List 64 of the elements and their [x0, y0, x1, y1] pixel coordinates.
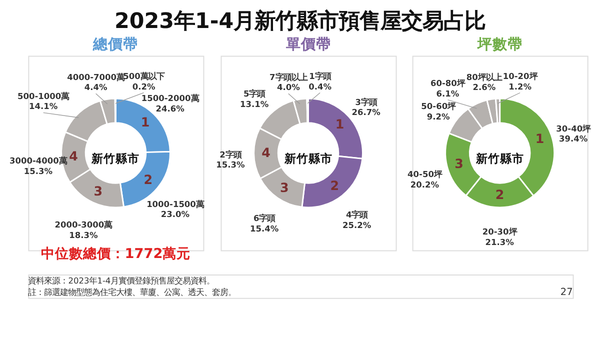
slice-label: 4000-7000萬: [67, 72, 125, 82]
data-label: 6.1%: [436, 88, 460, 98]
data-label: 1.2%: [508, 81, 532, 92]
slice-label: 7字頭以上: [270, 72, 308, 82]
slice-label: 6字頭: [254, 213, 276, 224]
text: 4: [262, 145, 270, 160]
data-label: 13.1%: [240, 98, 269, 109]
text: 4: [69, 148, 78, 164]
data-label: 0.2%: [132, 81, 156, 92]
text: 27: [560, 286, 573, 298]
text: 註：篩選建物型態為住宅大樓、華廈、公寓、透天、套房。: [28, 286, 236, 297]
data-label: 14.1%: [29, 101, 58, 112]
data-label: 15.3%: [24, 166, 53, 176]
data-label: 4.4%: [84, 82, 108, 92]
slice-label: 1字頭: [309, 71, 331, 82]
text: 中位數總價：1772萬元: [40, 246, 191, 262]
slice-label: 50-60坪: [421, 101, 456, 112]
slice-label: 1000-1500萬: [146, 198, 204, 209]
chart-subtitle: 總價帶: [92, 36, 138, 53]
data-label: 18.3%: [69, 230, 98, 240]
data-label: 24.6%: [156, 103, 184, 114]
text: 2: [144, 172, 152, 188]
data-label: 0.4%: [308, 81, 332, 92]
slice-label: 3000-4000萬: [10, 156, 67, 166]
slice-label: 10-20坪: [502, 71, 538, 82]
text: 3: [280, 180, 289, 195]
slice-label: 40-50坪: [408, 169, 442, 180]
data-label: 23.0%: [160, 209, 190, 220]
text: 1: [535, 131, 544, 146]
slice-label: 80坪以上: [466, 72, 502, 82]
slice-label: 1500-2000萬: [141, 93, 199, 104]
data-label: 15.4%: [250, 223, 279, 234]
text: 1: [140, 114, 150, 130]
text: 3: [94, 183, 103, 198]
text: 1: [335, 116, 344, 132]
slice-label: 4字頭: [346, 210, 368, 220]
slice-label: 3字頭: [355, 96, 377, 107]
data-label: 21.3%: [485, 236, 514, 247]
text: 2: [495, 187, 504, 202]
slice-label: 20-30坪: [482, 226, 517, 237]
text: 新竹縣市: [474, 152, 524, 166]
source-note: 資料來源：2023年1-4月實價登錄預售屋交易資料。: [28, 275, 215, 286]
slice-label: 60-80坪: [430, 78, 465, 88]
slice-label: 5字頭: [243, 88, 266, 99]
text: 2: [330, 178, 340, 193]
data-label: 15.3%: [216, 160, 245, 170]
chart-subtitle: 單價帶: [284, 36, 331, 53]
data-label: 26.7%: [352, 107, 380, 118]
chart-subtitle: 坪數帶: [476, 36, 522, 53]
text: 2023年1-4月新竹縣市預售屋交易占比: [114, 9, 486, 34]
slice-label: 2字頭: [220, 149, 242, 160]
data-label: 25.2%: [342, 220, 372, 230]
text: 新竹縣市: [283, 152, 332, 166]
data-label: 9.2%: [426, 111, 450, 122]
text: 3: [454, 156, 464, 171]
data-label: 4.0%: [276, 82, 300, 92]
slice-label: 30-40坪: [556, 123, 591, 134]
data-label: 39.4%: [559, 134, 588, 144]
data-label: 2.6%: [472, 82, 496, 92]
slice-label: 2000-3000萬: [54, 220, 112, 230]
slice-label: 500萬以下: [123, 71, 164, 82]
slice-label: 500-1000萬: [18, 91, 70, 102]
data-label: 20.2%: [410, 179, 440, 190]
text: 新竹縣市: [90, 152, 140, 166]
